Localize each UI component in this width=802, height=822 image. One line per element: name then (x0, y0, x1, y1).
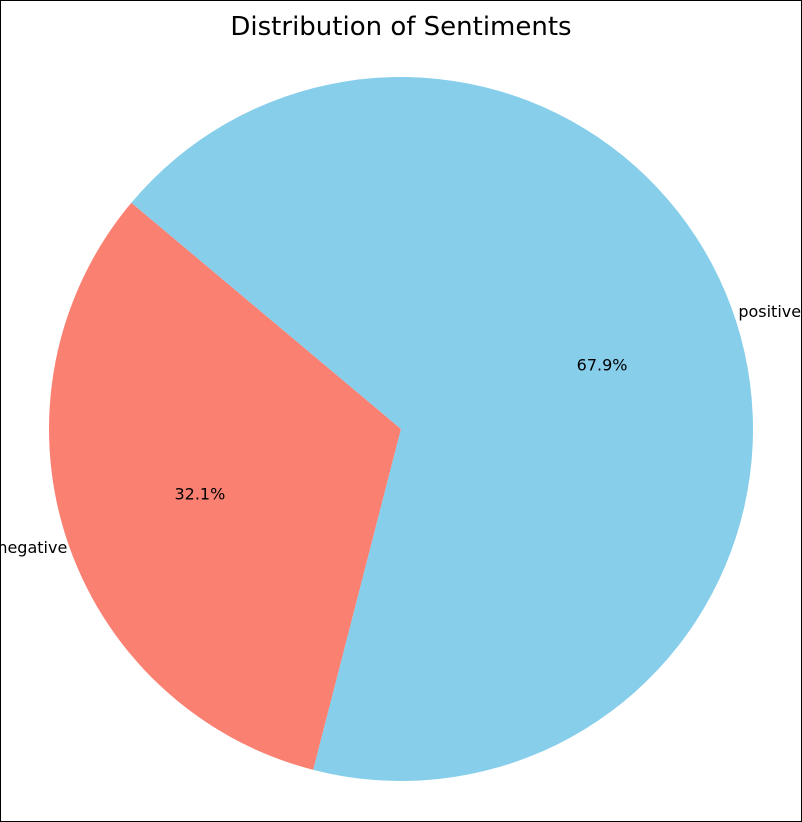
slice-label-positive: positive (738, 302, 801, 321)
slice-label-negative: negative (1, 538, 67, 557)
pie-slice-negative (48, 202, 402, 770)
slice-percent-negative: 32.1% (174, 485, 225, 504)
pie-slices (48, 77, 753, 782)
pie-labels: negative 32.1% positive 67.9% (1, 302, 801, 557)
slice-percent-positive: 67.9% (577, 356, 628, 375)
chart-title: Distribution of Sentiments (230, 12, 571, 42)
pie-slice-positive (131, 77, 753, 782)
